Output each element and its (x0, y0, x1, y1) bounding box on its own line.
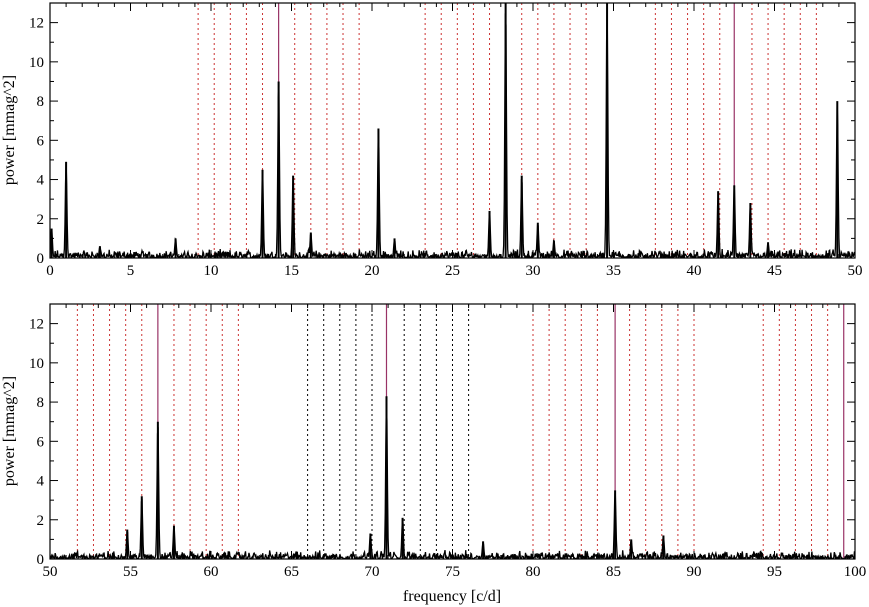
x-tick-label: 50 (43, 564, 58, 580)
y-tick-label: 0 (37, 251, 45, 267)
x-axis-title: frequency [c/d] (403, 588, 501, 605)
y-tick-label: 10 (29, 356, 44, 372)
y-axis-title-bottom: power [mmag^2] (1, 376, 18, 486)
x-tick-label: 85 (606, 564, 621, 580)
y-tick-label: 2 (37, 212, 45, 228)
bottom-panel: 50 55 60 65 70 75 80 85 90 95 100 0 2 4 6 8 10 12 (29, 303, 867, 580)
x-tick-label: 75 (445, 564, 460, 580)
plot-area (50, 3, 855, 258)
plot-area (50, 304, 855, 559)
x-tick-label: 100 (844, 564, 867, 580)
x-tick-label: 35 (606, 263, 621, 279)
y-tick-label: 6 (37, 133, 45, 149)
y-tick-label: 8 (37, 395, 45, 411)
x-tick-label: 15 (284, 263, 299, 279)
y-tick-label: 4 (37, 173, 45, 189)
x-tick-label: 45 (767, 263, 782, 279)
x-tick-label: 40 (687, 263, 702, 279)
top-panel: 0 5 10 15 20 25 30 35 40 45 50 0 2 4 6 8 10 12 (29, 2, 863, 279)
y-tick-label: 10 (29, 55, 44, 71)
x-tick-label: 30 (526, 263, 541, 279)
x-tick-label: 10 (204, 263, 219, 279)
y-tick-label: 6 (37, 434, 45, 450)
x-tick-label: 60 (204, 564, 219, 580)
y-tick-label: 12 (29, 317, 44, 333)
x-tick-label: 65 (284, 564, 299, 580)
y-tick-label: 2 (37, 513, 45, 529)
x-tick-label: 20 (365, 263, 380, 279)
x-tick-label: 25 (445, 263, 460, 279)
y-tick-label: 0 (37, 552, 45, 568)
x-tick-label: 95 (767, 564, 782, 580)
y-axis-title-top: power [mmag^2] (1, 75, 18, 185)
x-tick-label: 55 (123, 564, 138, 580)
x-tick-label: 90 (687, 564, 702, 580)
x-tick-label: 70 (365, 564, 380, 580)
x-tick-label: 80 (526, 564, 541, 580)
y-tick-label: 12 (29, 16, 44, 32)
x-tick-label: 0 (46, 263, 54, 279)
x-tick-label: 50 (848, 263, 863, 279)
y-tick-label: 4 (37, 474, 45, 490)
y-tick-label: 8 (37, 94, 45, 110)
x-tick-label: 5 (127, 263, 135, 279)
